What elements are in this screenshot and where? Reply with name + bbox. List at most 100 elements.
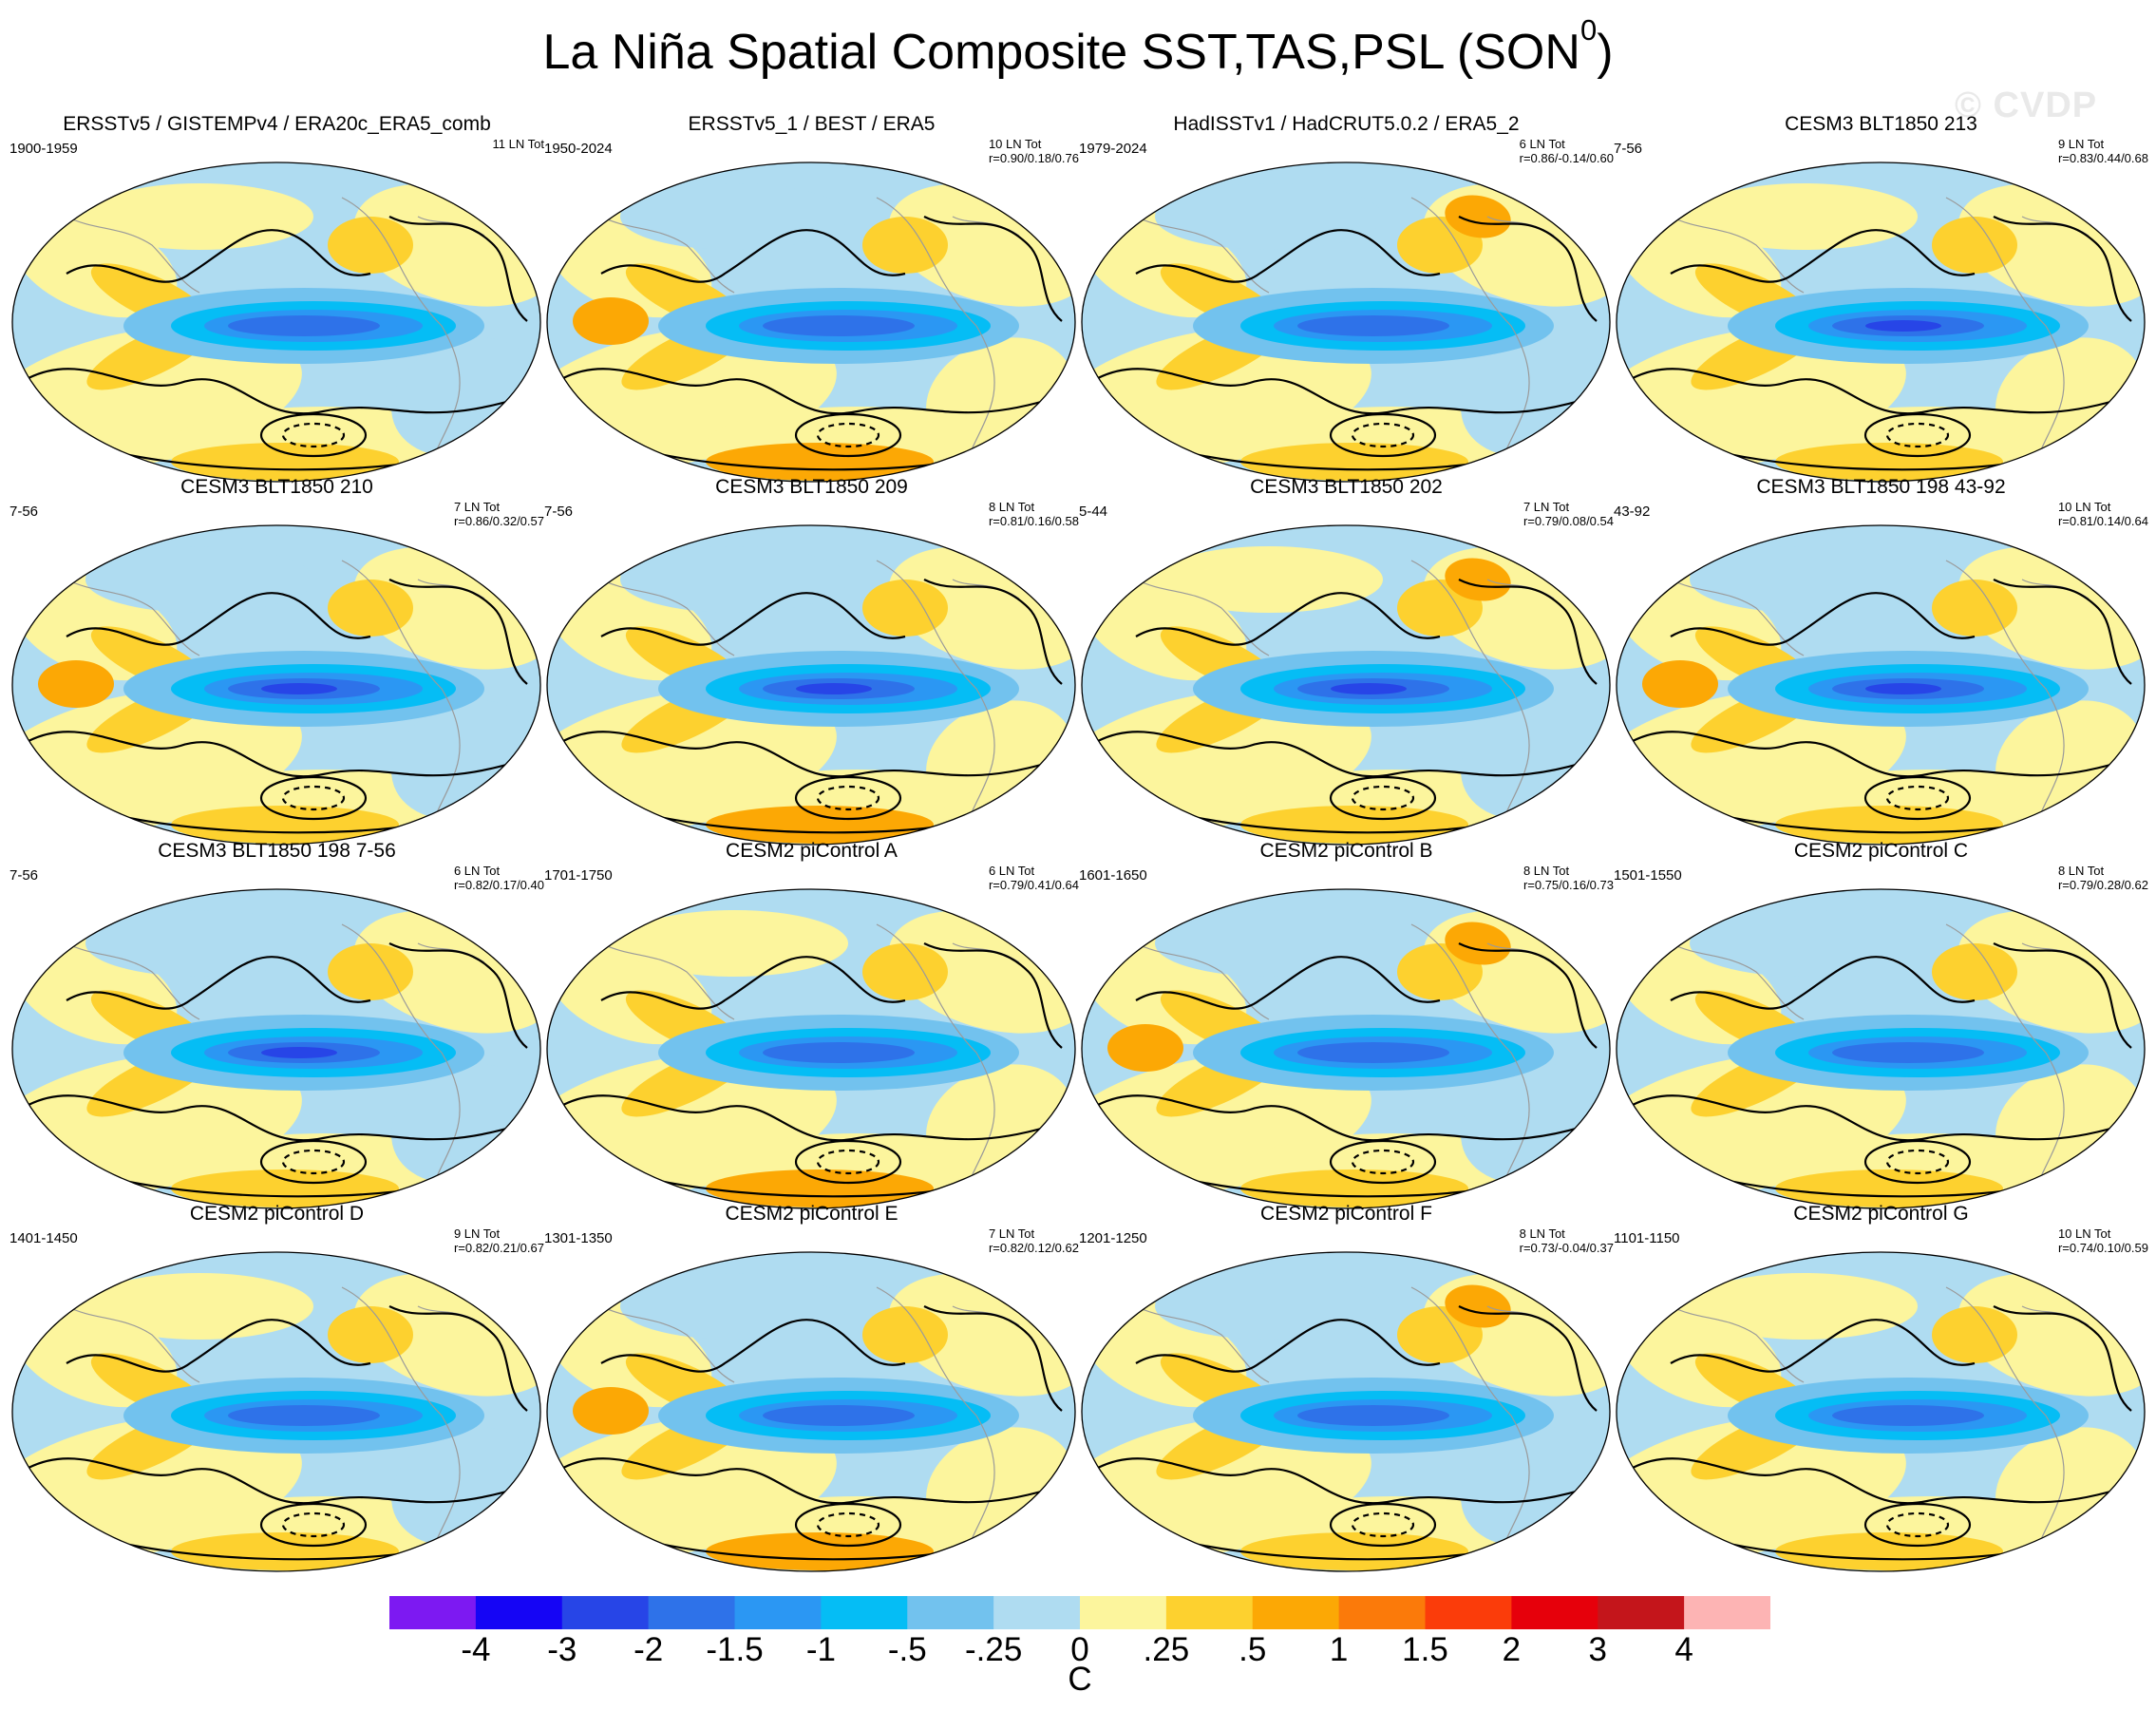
colorbar-segment [648, 1596, 735, 1629]
panel-period: 1950-2024 [544, 141, 613, 157]
psl-contour-ring [1863, 412, 1972, 458]
psl-contour-ring-dashed [281, 422, 346, 448]
warm-anomaly-patch [1932, 943, 2017, 1000]
psl-contours [28, 216, 528, 471]
cold-tongue-core [763, 1042, 915, 1063]
warm-anomaly-patch [1932, 580, 2017, 637]
psl-contour-line [66, 1319, 371, 1373]
la-nina-event-count: 8 LN Tot [1522, 864, 1570, 878]
la-nina-event-count: 9 LN Tot [453, 1226, 501, 1241]
panel-title: ERSSTv5 / GISTEMPv4 / ERA20c_ERA5_comb [63, 113, 491, 135]
globe-outline [1616, 888, 2146, 1209]
psl-contour-ring [1863, 1502, 1972, 1548]
psl-contour-line [562, 1457, 1058, 1505]
panel-title: CESM3 BLT1850 202 [1250, 476, 1443, 498]
map-panel: ERSSTv5_1 / BEST / ERA5 1950-2024 10 LN To… [544, 112, 1079, 485]
map-panel: CESM2 piControl F 1201-1250 8 LN Tot r=0.73… [1079, 1202, 1614, 1574]
panel-period: 43-92 [1614, 504, 1651, 520]
pattern-correlation: r=0.81/0.16/0.58 [988, 514, 1079, 528]
map-panel: CESM2 piControl A 1701-1750 6 LN Tot r=0.79… [544, 839, 1079, 1211]
panel-title: HadISSTv1 / HadCRUT5.0.2 / ERA5_2 [1173, 113, 1520, 135]
panel-title: CESM3 BLT1850 213 [1785, 113, 1977, 135]
colorbar-tick-label: -.5 [887, 1631, 927, 1668]
psl-contour-line [28, 731, 523, 778]
psl-contour-ring-dashed [281, 785, 346, 811]
colorbar-segment [734, 1596, 822, 1629]
psl-contour-line [1135, 592, 1441, 646]
globe-outline [1081, 888, 1611, 1209]
psl-contour-line [923, 1305, 1063, 1412]
composite-map [11, 524, 541, 846]
psl-contour-line [1135, 1319, 1441, 1373]
psl-contour-ring-dashed [816, 785, 880, 811]
globe-outline [11, 1251, 541, 1572]
cold-tongue-core [1832, 1042, 1984, 1063]
globe-outline [1081, 524, 1611, 846]
panel-period: 1701-1750 [544, 867, 613, 884]
warm-anomaly-patch [862, 217, 948, 274]
cold-tongue-core [796, 683, 872, 694]
globe-outline [11, 524, 541, 846]
psl-contour-line [600, 229, 906, 283]
colorbar-tick-label: 2 [1502, 1631, 1522, 1668]
la-nina-event-count: 7 LN Tot [988, 1226, 1035, 1241]
warm-anomaly-patch [1240, 1532, 1468, 1570]
composite-map [11, 1251, 541, 1572]
psl-contour-line [1135, 229, 1441, 283]
panel-title: CESM2 piControl E [725, 1203, 898, 1225]
panel-title: CESM2 piControl G [1793, 1203, 1969, 1225]
pattern-correlation: r=0.82/0.17/0.40 [453, 878, 544, 892]
panel-period: 7-56 [9, 504, 39, 520]
figure-title: La Niña Spatial Composite SST,TAS,PSL (S… [0, 15, 2156, 84]
globe-outline [11, 888, 541, 1209]
panel-period: 5-44 [1079, 504, 1108, 520]
figure-title-superscript: 0 [1579, 13, 1598, 47]
panel-title: CESM3 BLT1850 198 7-56 [158, 840, 396, 862]
psl-contour-ring-dashed [816, 1149, 880, 1175]
map-panel: CESM3 BLT1850 209 7-56 8 LN Tot r=0.81/0.16… [544, 475, 1079, 847]
psl-contours [562, 216, 1063, 471]
panel-period: 1900-1959 [9, 141, 78, 157]
panel-title: CESM3 BLT1850 198 43-92 [1756, 476, 2006, 498]
composite-map [1081, 1251, 1611, 1572]
map-panel: HadISSTv1 / HadCRUT5.0.2 / ERA5_2 1979-20… [1079, 112, 1614, 485]
pattern-correlation: r=0.86/0.32/0.57 [453, 514, 544, 528]
psl-contour-line [923, 579, 1063, 685]
panel-period: 7-56 [544, 504, 574, 520]
la-nina-event-count: 6 LN Tot [988, 864, 1035, 878]
panel-title: CESM2 piControl A [726, 840, 898, 862]
psl-contour-line [1993, 579, 2132, 685]
panel-stats: 6 LN Tot r=0.86/-0.14/0.60 [1520, 137, 1614, 165]
psl-contour-line [1670, 1319, 1976, 1373]
psl-contour-line [923, 216, 1063, 322]
panel-stats: 7 LN Tot r=0.82/0.12/0.62 [989, 1226, 1079, 1255]
warm-anomaly-patch [1775, 806, 2003, 844]
composite-map [546, 524, 1076, 846]
map-panel: CESM3 BLT1850 198 7-56 7-56 6 LN Tot r=0.82… [9, 839, 544, 1211]
map-panel: CESM2 piControl B 1601-1650 8 LN Tot r=0.75… [1079, 839, 1614, 1211]
colorbar-segment [475, 1596, 563, 1629]
psl-contour-line [562, 1094, 1058, 1142]
panel-stats: 10 LN Tot r=0.90/0.18/0.76 [989, 137, 1079, 165]
warm-anomaly-patch [573, 297, 649, 345]
psl-contour-ring-dashed [1885, 422, 1950, 448]
warm-anomaly-patch [328, 580, 413, 637]
psl-contour-line [1458, 579, 1598, 685]
psl-contour-ring [259, 1139, 368, 1185]
cold-tongue-core [228, 1405, 380, 1426]
pattern-correlation: r=0.90/0.18/0.76 [988, 151, 1079, 165]
cold-tongue-core [1865, 320, 1941, 332]
warm-anomaly-patch [1642, 660, 1718, 708]
colorbar-segment [1425, 1596, 1512, 1629]
panel-title: CESM3 BLT1850 209 [715, 476, 908, 498]
warm-anomaly-patch [1240, 806, 1468, 844]
warm-anomaly-patch [171, 1532, 399, 1570]
panel-period: 7-56 [9, 867, 39, 884]
colorbar-segment [1511, 1596, 1598, 1629]
pattern-correlation: r=0.86/-0.14/0.60 [1519, 151, 1614, 165]
psl-contour-ring-dashed [1885, 785, 1950, 811]
warm-anomaly-patch [1445, 558, 1511, 601]
warm-anomaly-patch [1445, 922, 1511, 965]
psl-contour-line [1632, 1457, 2128, 1505]
pattern-correlation: r=0.83/0.44/0.68 [2057, 151, 2148, 165]
